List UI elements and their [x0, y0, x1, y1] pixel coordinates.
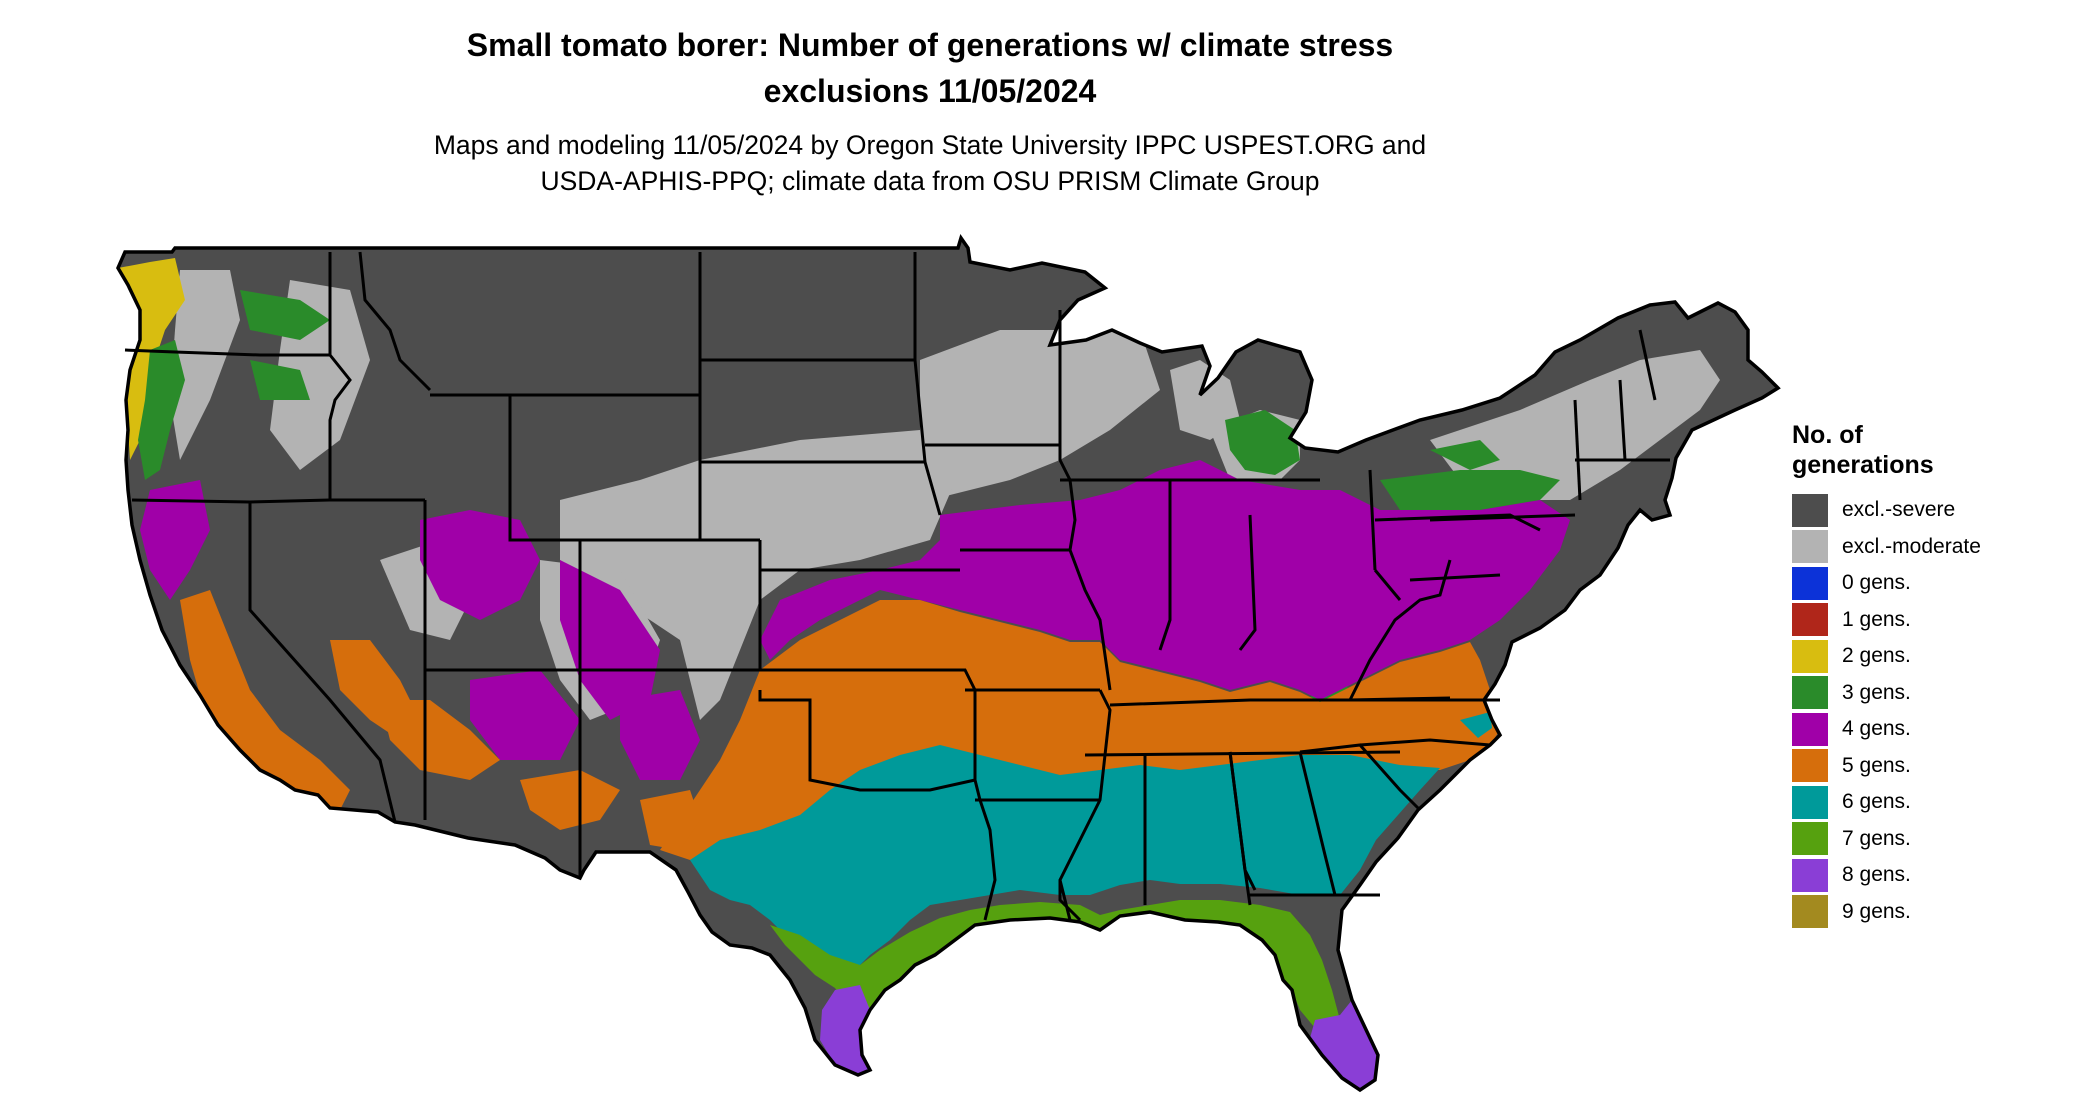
- legend-swatch: [1792, 676, 1828, 710]
- state-borders: [124, 251, 1670, 922]
- legend-swatch: [1792, 822, 1828, 856]
- legend-item: excl.-moderate: [1792, 529, 2052, 566]
- legend-label: 8 gens.: [1842, 863, 1911, 887]
- legend-item: 8 gens.: [1792, 857, 2052, 894]
- legend-label: 1 gens.: [1842, 607, 1911, 631]
- legend-title-line1: No. of: [1792, 421, 1863, 449]
- legend-swatch: [1792, 566, 1828, 600]
- legend-label: excl.-severe: [1842, 498, 1956, 522]
- legend-item: 5 gens.: [1792, 748, 2052, 785]
- map-subtitle: Maps and modeling 11/05/2024 by Oregon S…: [433, 130, 1427, 160]
- legend-label: 5 gens.: [1842, 753, 1911, 777]
- legend-item: 3 gens.: [1792, 675, 2052, 712]
- legend-label: 0 gens.: [1842, 571, 1911, 595]
- map-title-date: exclusions 11/05/2024: [763, 73, 1097, 109]
- legend-label: excl.-moderate: [1842, 534, 1981, 558]
- legend-swatch: [1792, 493, 1828, 527]
- legend-swatch: [1792, 895, 1828, 929]
- legend-title-line2: generations: [1792, 451, 1934, 479]
- legend-label: 6 gens.: [1842, 790, 1911, 814]
- legend-swatch: [1792, 749, 1828, 783]
- legend-item: 7 gens.: [1792, 821, 2052, 858]
- legend-item: 0 gens.: [1792, 565, 2052, 602]
- map-subtitle-credit: USDA-APHIS-PPQ; climate data from OSU PR…: [540, 166, 1320, 196]
- legend-item: 4 gens.: [1792, 711, 2052, 748]
- legend-swatch: [1792, 603, 1828, 637]
- legend-label: 9 gens.: [1842, 899, 1911, 923]
- legend: No. of generations excl.-severe excl.-mod…: [1792, 420, 2052, 930]
- legend-item: 2 gens.: [1792, 638, 2052, 675]
- map-title: Small tomato borer: Number of generation…: [466, 27, 1394, 63]
- legend-label: 3 gens.: [1842, 680, 1911, 704]
- legend-label: 7 gens.: [1842, 826, 1911, 850]
- legend-label: 4 gens.: [1842, 717, 1911, 741]
- legend-item: 1 gens.: [1792, 602, 2052, 639]
- legend-swatch: [1792, 858, 1828, 892]
- legend-swatch: [1792, 785, 1828, 819]
- legend-swatch: [1792, 639, 1828, 673]
- legend-items: excl.-severe excl.-moderate 0 gens. 1 gens.…: [1792, 492, 2052, 930]
- legend-label: 2 gens.: [1842, 644, 1911, 668]
- legend-swatch: [1792, 712, 1828, 746]
- legend-item: excl.-severe: [1792, 492, 2052, 529]
- legend-item: 6 gens.: [1792, 784, 2052, 821]
- legend-swatch: [1792, 530, 1828, 564]
- legend-item: 9 gens.: [1792, 894, 2052, 931]
